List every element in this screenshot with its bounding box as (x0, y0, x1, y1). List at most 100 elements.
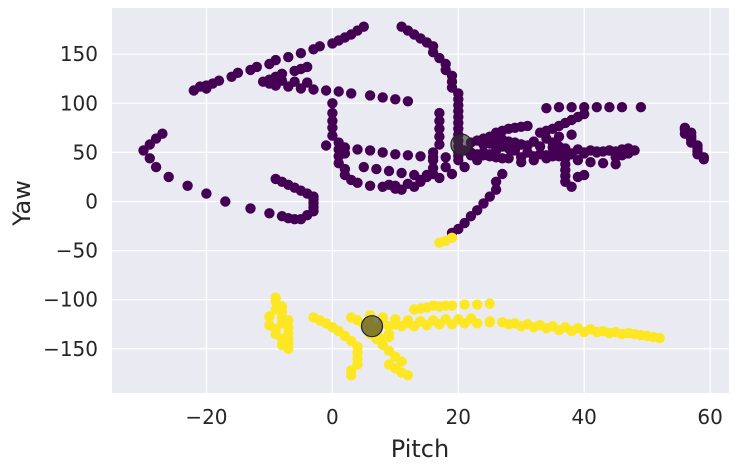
scatter-point-cluster-0 (440, 161, 451, 173)
scatter-point-cluster-0 (364, 145, 376, 156)
scatter-point-cluster-0 (434, 115, 445, 127)
scatter-point-cluster-0 (245, 203, 256, 214)
scatter-point-cluster-0 (150, 161, 162, 173)
scatter-point-cluster-0 (295, 83, 307, 94)
scatter-point-cluster-0 (364, 90, 376, 101)
scatter-point-cluster-1 (629, 328, 640, 340)
scatter-point-cluster-0 (251, 61, 262, 73)
scatter-point-cluster-0 (213, 75, 225, 86)
scatter-point-cluster-0 (390, 94, 401, 105)
scatter-point-cluster-1 (440, 300, 451, 311)
scatter-point-cluster-0 (434, 123, 445, 134)
scatter-point-cluster-0 (541, 103, 552, 114)
scatter-point-cluster-1 (390, 314, 401, 325)
scatter-point-cluster-1 (528, 322, 539, 333)
x-tick-label: 0 (326, 405, 339, 429)
scatter-point-cluster-1 (553, 324, 565, 336)
scatter-point-cluster-0 (597, 158, 609, 169)
scatter-point-cluster-1 (472, 299, 483, 310)
scatter-point-cluster-1 (616, 328, 628, 340)
scatter-point-cluster-1 (604, 327, 615, 339)
scatter-point-cluster-1 (541, 323, 552, 334)
scatter-point-cluster-0 (415, 151, 426, 162)
scatter-point-cluster-1 (415, 316, 426, 327)
scatter-point-cluster-0 (270, 54, 281, 66)
y-tick-label: 100 (60, 91, 98, 115)
scatter-point-cluster-0 (383, 165, 395, 177)
scatter-point-cluster-0 (157, 128, 168, 139)
scatter-point-cluster-0 (553, 102, 565, 113)
scatter-point-cluster-0 (579, 148, 590, 159)
x-tick-label: 20 (446, 405, 471, 429)
scatter-point-cluster-0 (346, 88, 357, 99)
data-points (138, 21, 709, 381)
scatter-point-cluster-0 (566, 129, 577, 140)
scatter-point-cluster-0 (579, 102, 590, 113)
scatter-point-cluster-1 (484, 298, 495, 309)
scatter-point-cluster-0 (163, 171, 174, 183)
scatter-point-cluster-1 (446, 232, 458, 243)
scatter-point-cluster-0 (308, 84, 319, 95)
scatter-point-cluster-0 (465, 211, 477, 222)
scatter-point-cluster-0 (201, 83, 212, 94)
scatter-point-cluster-0 (566, 181, 577, 192)
scatter-point-cluster-0 (364, 180, 376, 191)
scatter-point-cluster-1 (402, 370, 414, 381)
scatter-point-cluster-0 (528, 155, 539, 166)
scatter-point-cluster-0 (698, 154, 709, 165)
scatter-point-cluster-0 (295, 48, 307, 59)
scatter-point-cluster-0 (440, 152, 451, 163)
x-axis-label: Pitch (391, 435, 449, 463)
y-tick-label: 50 (73, 140, 98, 164)
scatter-point-cluster-1 (579, 326, 590, 338)
scatter-point-cluster-0 (377, 147, 388, 158)
scatter-point-cluster-0 (333, 86, 344, 97)
scatter-point-cluster-0 (427, 152, 439, 163)
scatter-point-cluster-0 (409, 169, 420, 181)
scatter-point-cluster-0 (534, 141, 546, 152)
scatter-point-cluster-1 (396, 356, 407, 367)
scatter-point-cluster-0 (616, 102, 628, 113)
scatter-point-cluster-0 (295, 214, 307, 225)
x-tick-label: 40 (571, 405, 596, 429)
scatter-point-cluster-0 (434, 172, 445, 184)
scatter-point-cluster-0 (434, 139, 445, 150)
scatter-point-cluster-1 (383, 328, 395, 340)
centroid-marker (450, 133, 473, 156)
scatter-point-cluster-0 (358, 21, 369, 32)
scatter-point-cluster-0 (421, 171, 432, 183)
scatter-point-cluster-0 (566, 102, 577, 113)
scatter-point-cluster-0 (516, 157, 527, 168)
scatter-point-cluster-0 (522, 120, 533, 132)
scatter-point-cluster-0 (182, 180, 193, 191)
scatter-point-cluster-1 (453, 314, 464, 325)
scatter-point-cluster-0 (302, 61, 313, 73)
scatter-point-cluster-1 (427, 300, 439, 311)
scatter-point-cluster-1 (415, 303, 426, 314)
scatter-point-cluster-0 (283, 51, 294, 63)
scatter-point-cluster-0 (490, 176, 502, 187)
scatter-point-cluster-0 (383, 179, 395, 190)
scatter-point-cluster-0 (591, 102, 602, 113)
centroid-markers (360, 133, 473, 338)
scatter-point-cluster-0 (232, 67, 244, 79)
x-tick-label: 60 (697, 405, 722, 429)
scatter-point-cluster-0 (358, 161, 369, 173)
y-axis-ticks: −150 −100 −50 0 50 100 150 (43, 42, 98, 361)
scatter-point-cluster-0 (497, 168, 508, 180)
scatter-point-cluster-0 (490, 184, 502, 195)
scatter-point-cluster-0 (686, 132, 697, 143)
scatter-point-cluster-0 (327, 130, 338, 141)
scatter-point-cluster-1 (503, 319, 514, 330)
scatter-point-cluster-1 (270, 304, 281, 315)
scatter-point-cluster-0 (283, 81, 294, 92)
scatter-point-cluster-1 (516, 321, 527, 332)
y-axis-label: Yaw (8, 180, 36, 227)
scatter-point-cluster-0 (352, 144, 363, 155)
scatter-point-cluster-1 (566, 325, 577, 337)
scatter-point-cluster-0 (144, 153, 155, 164)
scatter-point-cluster-0 (434, 131, 445, 142)
scatter-point-cluster-0 (541, 153, 552, 164)
scatter-point-cluster-1 (642, 330, 653, 342)
